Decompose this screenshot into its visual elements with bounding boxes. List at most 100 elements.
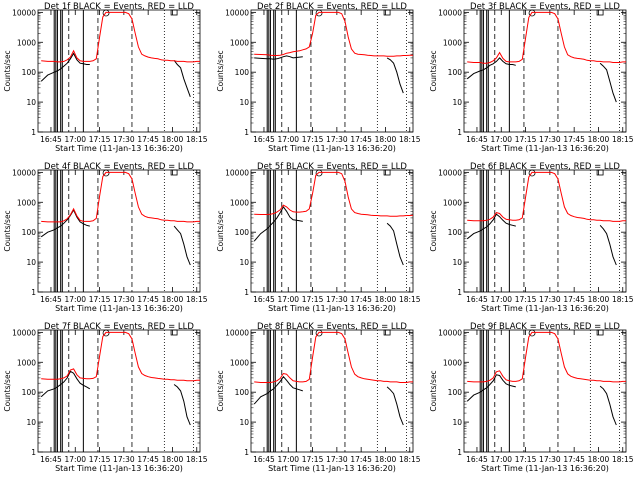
- plot-frame: [250, 329, 414, 453]
- x-tick-label: 17:00: [64, 295, 86, 304]
- x-tick-label: 17:15: [89, 295, 111, 304]
- y-tick-label: 1000: [443, 38, 462, 47]
- plot-title: Det 6f BLACK = Events, RED = LLD: [470, 162, 620, 172]
- plot-frame: [37, 169, 201, 293]
- x-tick-label: 16:45: [466, 295, 488, 304]
- x-tick-label: 17:00: [64, 135, 86, 144]
- events-series-line: [466, 213, 617, 266]
- plot-frame: [250, 169, 414, 293]
- y-tick-label: 100: [22, 388, 37, 397]
- x-tick-label: 17:15: [515, 135, 537, 144]
- events-series-line: [40, 52, 191, 97]
- events-series-line: [466, 374, 617, 426]
- x-tick-label: 17:30: [539, 455, 561, 464]
- y-tick-label: 10: [239, 258, 249, 267]
- y-axis-label: Counts/sec: [216, 50, 225, 91]
- y-tick-label: 10000: [12, 8, 36, 17]
- detector-plot: Det 9f BLACK = Events, RED = LLD 1 10 100 10…: [429, 322, 634, 473]
- events-series-line: [253, 205, 404, 266]
- lld-series-line: [41, 331, 200, 382]
- x-tick-label: 17:15: [515, 295, 537, 304]
- lld-series-line: [254, 11, 413, 57]
- y-tick-label: 10: [239, 418, 249, 427]
- plot-title: Det 7f BLACK = Events, RED = LLD: [44, 322, 194, 332]
- y-tick-label: 10000: [12, 168, 36, 177]
- y-axis-label: Counts/sec: [216, 210, 225, 251]
- y-tick-label: 1: [457, 448, 462, 457]
- x-axis-label: Start Time (11-Jan-13 16:36:20): [55, 144, 183, 153]
- x-tick-label: 17:00: [277, 135, 299, 144]
- x-tick-label: 17:30: [326, 295, 348, 304]
- y-tick-label: 1000: [17, 198, 36, 207]
- plot-title: Det 3f BLACK = Events, RED = LLD: [470, 2, 620, 12]
- top-marker-square: [596, 169, 604, 176]
- plot-title: Det 9f BLACK = Events, RED = LLD: [470, 322, 620, 332]
- events-series-line: [254, 55, 404, 94]
- y-axis-label: Counts/sec: [3, 50, 12, 91]
- y-tick-label: 1000: [17, 358, 36, 367]
- y-axis-label: Counts/sec: [429, 370, 438, 411]
- x-tick-label: 17:30: [326, 455, 348, 464]
- y-tick-label: 100: [448, 228, 463, 237]
- top-marker-square: [170, 9, 178, 16]
- detector-plot: Det 2f BLACK = Events, RED = LLD 1 10 100 10…: [216, 2, 421, 153]
- detector-plot: Det 6f BLACK = Events, RED = LLD 1 10 100 10…: [429, 162, 634, 313]
- x-tick-label: 17:30: [113, 295, 135, 304]
- lld-series-line: [467, 171, 626, 222]
- y-tick-label: 10: [452, 98, 462, 107]
- x-tick-label: 17:30: [326, 135, 348, 144]
- plot-frame: [250, 9, 414, 133]
- plot-frame: [463, 9, 627, 133]
- y-axis-label: Counts/sec: [429, 50, 438, 91]
- y-tick-label: 1000: [230, 358, 249, 367]
- top-marker-circle: [528, 329, 536, 337]
- x-tick-label: 16:45: [466, 135, 488, 144]
- y-tick-label: 10: [452, 258, 462, 267]
- lld-series-line: [467, 331, 626, 383]
- x-tick-label: 17:15: [89, 455, 111, 464]
- x-tick-label: 17:00: [490, 135, 512, 144]
- plot-title: Det 1f BLACK = Events, RED = LLD: [44, 2, 194, 12]
- y-tick-label: 10: [26, 98, 36, 107]
- x-tick-label: 17:45: [137, 295, 159, 304]
- y-tick-label: 100: [22, 68, 37, 77]
- top-marker-circle: [315, 169, 323, 177]
- x-tick-label: 18:15: [612, 295, 634, 304]
- x-tick-label: 17:45: [350, 135, 372, 144]
- top-marker-circle: [315, 9, 323, 17]
- x-tick-label: 17:45: [563, 135, 585, 144]
- y-tick-label: 1000: [17, 38, 36, 47]
- y-tick-label: 1: [31, 288, 36, 297]
- x-axis-label: Start Time (11-Jan-13 16:36:20): [481, 304, 609, 313]
- x-tick-label: 16:45: [40, 455, 62, 464]
- y-tick-label: 1: [31, 448, 36, 457]
- x-tick-label: 18:15: [186, 135, 208, 144]
- x-tick-label: 17:00: [277, 295, 299, 304]
- y-tick-label: 1: [244, 288, 249, 297]
- x-tick-label: 18:00: [588, 295, 610, 304]
- y-tick-label: 100: [448, 388, 463, 397]
- plot-frame: [37, 9, 201, 133]
- detector-plot: Det 4f BLACK = Events, RED = LLD 1 10 100 10…: [3, 162, 208, 313]
- events-series-line: [466, 57, 617, 103]
- x-tick-label: 17:00: [490, 455, 512, 464]
- y-tick-label: 10: [26, 258, 36, 267]
- detector-plot: Det 1f BLACK = Events, RED = LLD 1 10 100 10…: [3, 2, 208, 153]
- x-tick-label: 17:15: [302, 295, 324, 304]
- x-tick-label: 17:30: [539, 135, 561, 144]
- y-axis-label: Counts/sec: [3, 370, 12, 411]
- x-tick-label: 18:15: [399, 295, 421, 304]
- plot-title: Det 4f BLACK = Events, RED = LLD: [44, 162, 194, 172]
- top-marker-square: [170, 169, 178, 176]
- x-tick-label: 17:45: [137, 455, 159, 464]
- x-axis-label: Start Time (11-Jan-13 16:36:20): [55, 464, 183, 473]
- x-tick-label: 18:00: [588, 455, 610, 464]
- plot-frame: [37, 329, 201, 453]
- x-axis-label: Start Time (11-Jan-13 16:36:20): [268, 144, 396, 153]
- events-series-line: [253, 375, 404, 426]
- x-tick-label: 18:00: [162, 135, 184, 144]
- x-tick-label: 16:45: [253, 135, 275, 144]
- y-tick-label: 10000: [225, 8, 249, 17]
- x-axis-label: Start Time (11-Jan-13 16:36:20): [481, 144, 609, 153]
